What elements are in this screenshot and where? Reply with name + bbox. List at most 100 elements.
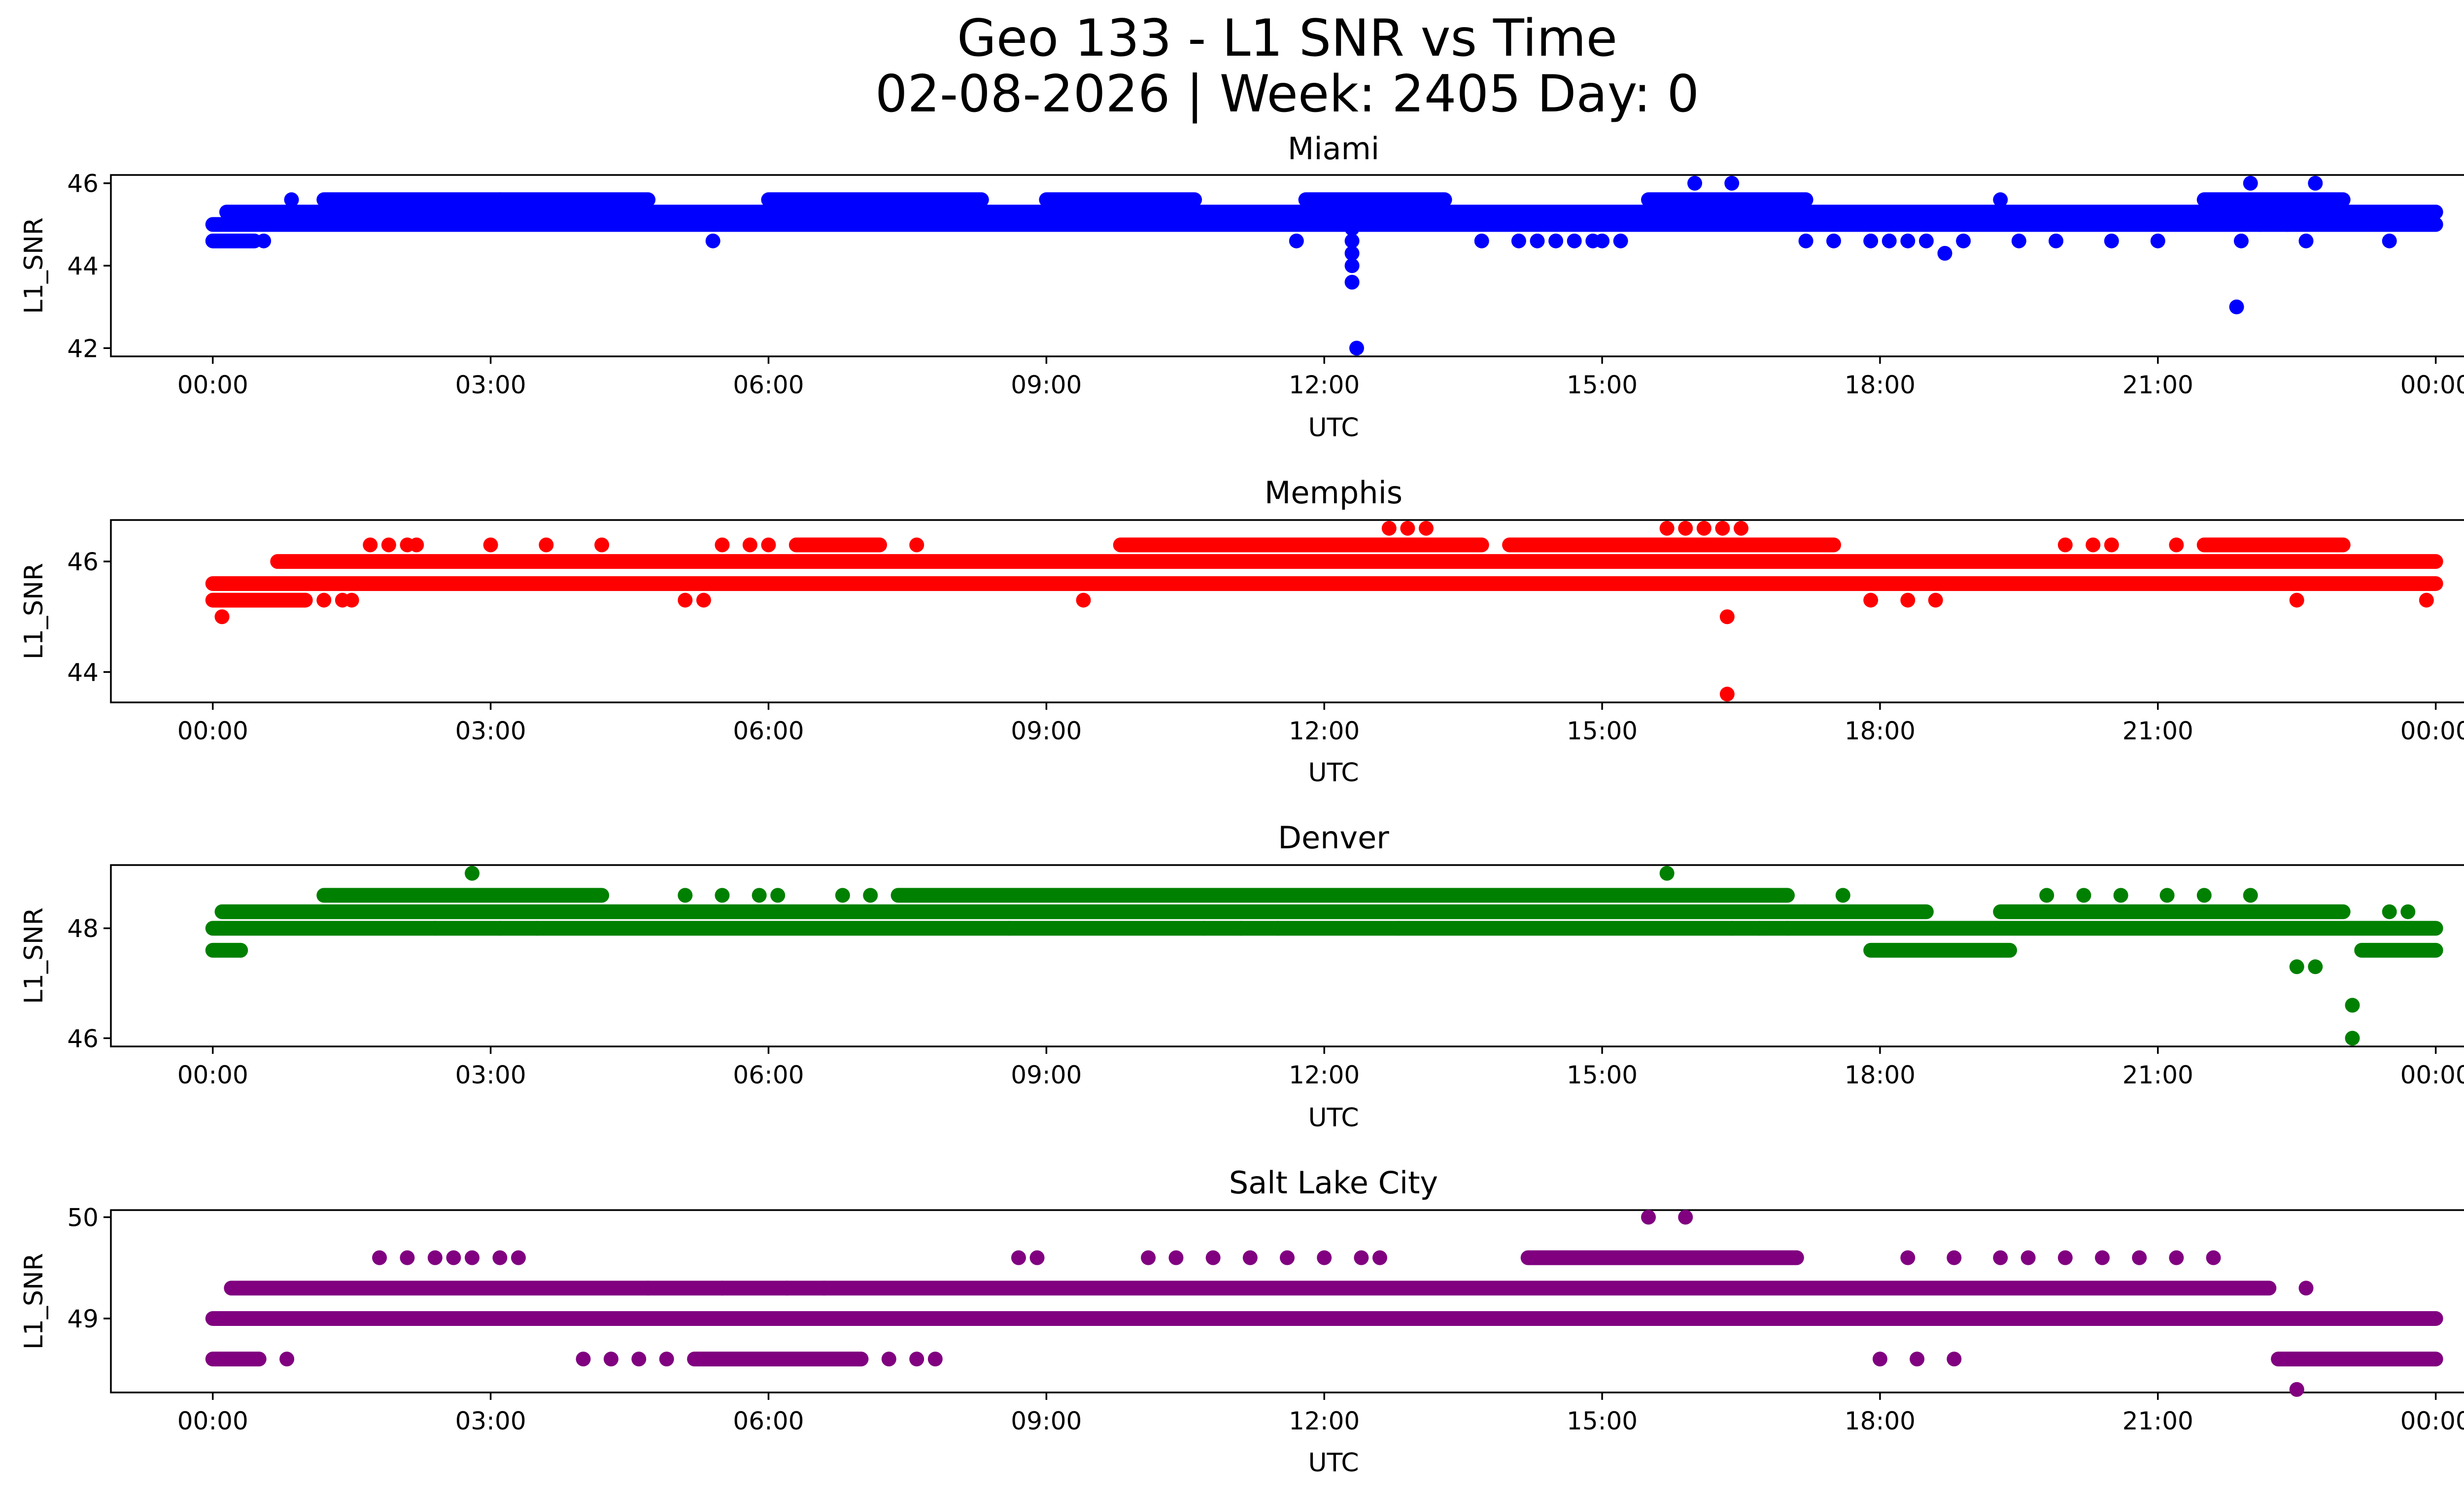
scatter-point	[2049, 233, 2064, 248]
panel-title: Denver	[1278, 820, 1389, 856]
x-axis-label: UTC	[1308, 1103, 1359, 1133]
scatter-point	[427, 1250, 443, 1265]
scatter-point	[2086, 1311, 2101, 1326]
x-ticks: 00:00 03:00 06:00 09:00 12:00 15:00 18:00 21:00…	[177, 1046, 2464, 1089]
scatter-point	[1659, 521, 1675, 536]
scatter-point	[909, 1352, 924, 1367]
x-tick-label: 03:00	[455, 717, 526, 745]
scatter-point	[1381, 521, 1397, 536]
scatter-point	[1548, 233, 1564, 248]
x-tick-label: 18:00	[1845, 717, 1916, 745]
scatter-point	[1205, 1250, 1221, 1265]
scatter-point	[1511, 233, 1526, 248]
scatter-point	[2252, 217, 2267, 232]
scatter-point	[1196, 921, 1211, 936]
scatter-point	[1900, 233, 1916, 248]
scatter-point	[2289, 959, 2304, 974]
x-tick-label: 09:00	[1011, 1407, 1082, 1435]
scatter-point	[2280, 217, 2295, 232]
scatter-point	[715, 888, 730, 903]
scatter-point	[1270, 921, 1286, 936]
scatter-point	[678, 592, 693, 608]
x-tick-label: 03:00	[455, 371, 526, 399]
x-tick-label: 00:00	[177, 371, 248, 399]
scatter-point	[927, 1352, 943, 1367]
scatter-point	[483, 537, 498, 553]
scatter-point	[2132, 1250, 2147, 1265]
scatter-point	[1474, 233, 1489, 248]
scatter-point	[1280, 1250, 1295, 1265]
scatter-point	[492, 1250, 508, 1265]
scatter-point	[2196, 888, 2212, 903]
scatter-point	[742, 537, 757, 553]
scatter-point	[1956, 233, 1971, 248]
x-tick-label: 12:00	[1289, 717, 1360, 745]
y-ticks: 49 50	[67, 1203, 111, 1333]
scatter-point	[233, 942, 248, 958]
x-tick-label: 15:00	[1567, 1061, 1638, 1089]
scatter-point	[1567, 233, 1582, 248]
x-axis-label: UTC	[1308, 758, 1359, 788]
scatter-point	[363, 537, 378, 553]
scatter-point	[539, 537, 554, 553]
scatter-point	[1344, 221, 1360, 236]
scatter-point	[1719, 609, 1735, 625]
scatter-point	[1344, 245, 1360, 261]
y-tick-label: 42	[67, 334, 99, 363]
scatter-points	[205, 866, 2443, 1046]
panel-salt-lake-city: Salt Lake City L1_SNR UTC 49 50 00:00 03:0…	[19, 1165, 2464, 1478]
scatter-point	[1835, 888, 1850, 903]
scatter-point	[1178, 1311, 1193, 1326]
scatter-point	[2076, 888, 2091, 903]
y-tick-label: 44	[67, 252, 99, 280]
scatter-point	[214, 609, 230, 625]
scatter-point	[1242, 1250, 1258, 1265]
y-tick-label: 46	[67, 548, 99, 576]
scatter-point	[2289, 1382, 2304, 1397]
scatter-point	[2020, 1250, 2036, 1265]
scatter-point	[1719, 687, 1735, 702]
scatter-point	[1687, 175, 1703, 191]
x-tick-label: 21:00	[2122, 1407, 2193, 1435]
scatter-point	[1029, 1250, 1045, 1265]
scatter-point	[2169, 537, 2184, 553]
scatter-point	[863, 888, 878, 903]
panel-frame	[110, 1209, 2464, 1393]
scatter-point	[511, 1250, 526, 1265]
x-tick-label: 21:00	[2122, 371, 2193, 399]
scatter-point	[1882, 233, 1897, 248]
scatter-point	[1678, 521, 1693, 536]
y-tick-label: 48	[67, 914, 99, 943]
scatter-point	[400, 1250, 415, 1265]
scatter-point	[446, 1250, 461, 1265]
x-tick-label: 12:00	[1289, 371, 1360, 399]
scatter-point	[1317, 1250, 1332, 1265]
panel-title: Miami	[1288, 131, 1379, 167]
scatter-point	[770, 888, 786, 903]
scatter-point	[881, 1352, 896, 1367]
scatter-point	[1344, 275, 1360, 290]
scatter-point	[2400, 904, 2416, 919]
scatter-point	[2169, 1250, 2184, 1265]
scatter-point	[2308, 959, 2323, 974]
scatter-point	[1641, 1210, 1656, 1225]
scatter-point	[1011, 1250, 1026, 1265]
scatter-point	[631, 1352, 647, 1367]
scatter-point	[1947, 1250, 1962, 1265]
scatter-point	[2057, 1250, 2073, 1265]
scatter-point	[603, 1352, 618, 1367]
scatter-point	[2382, 233, 2397, 248]
scatter-point	[1530, 233, 1545, 248]
x-tick-label: 09:00	[1011, 371, 1082, 399]
x-tick-label: 21:00	[2122, 717, 2193, 745]
scatter-points	[205, 521, 2443, 702]
y-ticks: 44 46	[67, 548, 111, 687]
y-ticks: 46 48	[67, 914, 111, 1053]
scatter-point	[1141, 1250, 1156, 1265]
scatter-point	[715, 1281, 730, 1296]
scatter-point	[761, 537, 776, 553]
scatter-point	[1261, 576, 1276, 591]
scatter-point	[705, 233, 720, 248]
